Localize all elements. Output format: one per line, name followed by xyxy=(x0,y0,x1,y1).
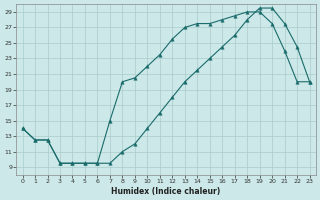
X-axis label: Humidex (Indice chaleur): Humidex (Indice chaleur) xyxy=(111,187,221,196)
